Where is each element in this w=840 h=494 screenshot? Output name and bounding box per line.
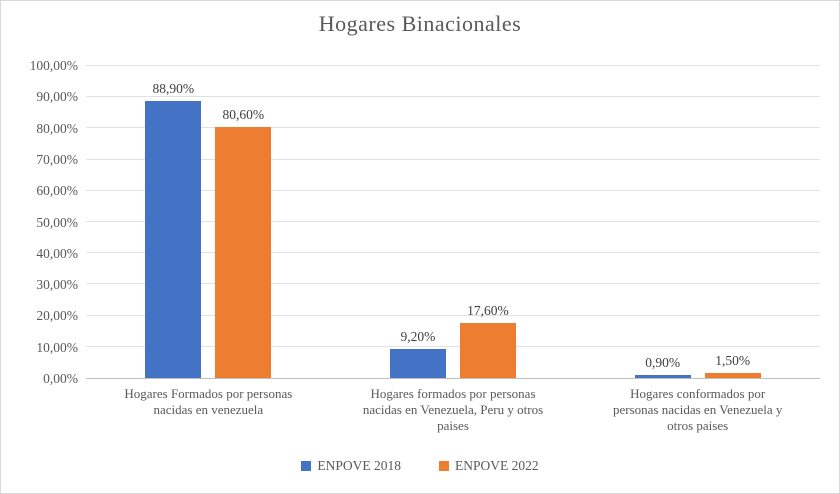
- gridline: [86, 252, 820, 254]
- gridline: [86, 127, 820, 129]
- plot-area: 88,90% 80,60% 9,20% 17,60% 0,90% 1,50%: [86, 65, 820, 379]
- y-tick-label: 90,00%: [36, 89, 78, 105]
- gridline: [86, 345, 820, 347]
- legend-item: ENPOVE 2018: [301, 458, 401, 474]
- legend-item: ENPOVE 2022: [439, 458, 539, 474]
- x-category-label: Hogares Formados por personas nacidas en…: [124, 386, 293, 417]
- data-label: 1,50%: [715, 353, 751, 369]
- data-label: 9,20%: [400, 329, 436, 345]
- bar-enpove-2018: 88,90%: [145, 81, 202, 378]
- legend-label: ENPOVE 2018: [317, 458, 401, 473]
- y-axis: 0,00% 10,00% 20,00% 30,00% 40,00% 50,00% 60,00…: [1, 58, 78, 386]
- gridline: [86, 221, 820, 222]
- y-tick-label: 100,00%: [29, 58, 78, 73]
- data-label: 17,60%: [467, 303, 509, 319]
- y-tick-label: 10,00%: [36, 339, 78, 355]
- gridline: [86, 189, 820, 191]
- y-tick-label: 70,00%: [36, 151, 78, 167]
- y-tick-label: 30,00%: [36, 277, 78, 293]
- y-tick-label: 20,00%: [36, 308, 78, 324]
- legend-label: ENPOVE 2022: [455, 458, 539, 473]
- gridline: [86, 158, 820, 160]
- gridline: [86, 96, 820, 98]
- gridline: [86, 65, 820, 66]
- bar-group: 9,20% 17,60%: [331, 66, 576, 378]
- gridline: [86, 283, 820, 285]
- x-axis: Hogares Formados por personas nacidas en…: [86, 386, 820, 434]
- x-category-label: Hogares conformados por personas nacidas…: [612, 386, 783, 433]
- chart-title: Hogares Binacionales: [318, 11, 522, 36]
- data-label: 88,90%: [152, 80, 195, 96]
- bar-enpove-2022: 80,60%: [215, 107, 272, 378]
- legend-swatch-icon: [439, 461, 449, 471]
- bar-enpove-2022: 17,60%: [459, 303, 516, 378]
- x-category-label: Hogares formados por personas nacidas en…: [362, 386, 544, 433]
- y-tick-label: 40,00%: [36, 245, 78, 261]
- bar-enpove-2022: 1,50%: [704, 353, 761, 378]
- y-tick-label: 0,00%: [43, 371, 78, 386]
- legend: ENPOVE 2018 ENPOVE 2022: [1, 458, 839, 474]
- bar-group: 88,90% 80,60%: [86, 66, 331, 378]
- legend-swatch-icon: [301, 461, 312, 471]
- y-tick-label: 60,00%: [36, 183, 78, 199]
- y-tick-label: 80,00%: [36, 120, 78, 136]
- bar-enpove-2018: 9,20%: [389, 329, 446, 378]
- bar-group: 0,90% 1,50%: [575, 66, 820, 378]
- y-tick-label: 50,00%: [36, 214, 78, 230]
- data-label: 80,60%: [222, 106, 265, 122]
- bar-enpove-2018: 0,90%: [634, 355, 691, 378]
- gridline: [86, 314, 820, 316]
- data-label: 0,90%: [645, 355, 681, 371]
